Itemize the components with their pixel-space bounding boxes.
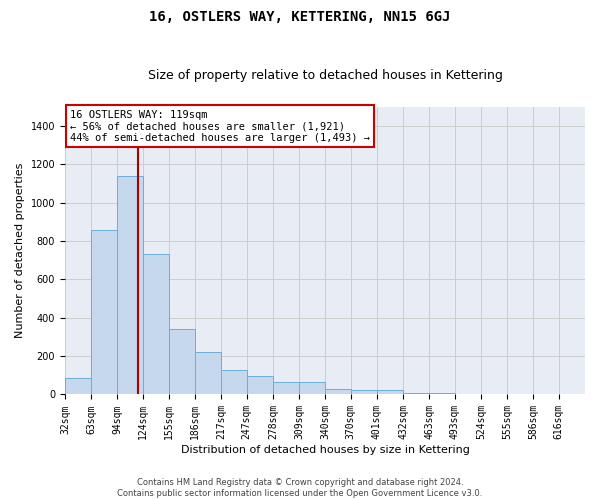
Bar [430, 392, 455, 394]
Bar [221, 370, 247, 394]
Bar [169, 330, 195, 394]
X-axis label: Distribution of detached houses by size in Kettering: Distribution of detached houses by size … [181, 445, 469, 455]
Bar [91, 230, 118, 394]
Bar [325, 388, 351, 394]
Bar [377, 390, 403, 394]
Bar [351, 390, 377, 394]
Bar [195, 352, 221, 395]
Bar [299, 382, 325, 394]
Text: 16 OSTLERS WAY: 119sqm
← 56% of detached houses are smaller (1,921)
44% of semi-: 16 OSTLERS WAY: 119sqm ← 56% of detached… [70, 110, 370, 143]
Bar [273, 382, 299, 394]
Bar [143, 254, 169, 394]
Bar [247, 376, 273, 394]
Text: 16, OSTLERS WAY, KETTERING, NN15 6GJ: 16, OSTLERS WAY, KETTERING, NN15 6GJ [149, 10, 451, 24]
Y-axis label: Number of detached properties: Number of detached properties [15, 163, 25, 338]
Bar [118, 176, 143, 394]
Bar [403, 392, 430, 394]
Title: Size of property relative to detached houses in Kettering: Size of property relative to detached ho… [148, 69, 502, 82]
Bar [65, 378, 91, 394]
Text: Contains HM Land Registry data © Crown copyright and database right 2024.
Contai: Contains HM Land Registry data © Crown c… [118, 478, 482, 498]
